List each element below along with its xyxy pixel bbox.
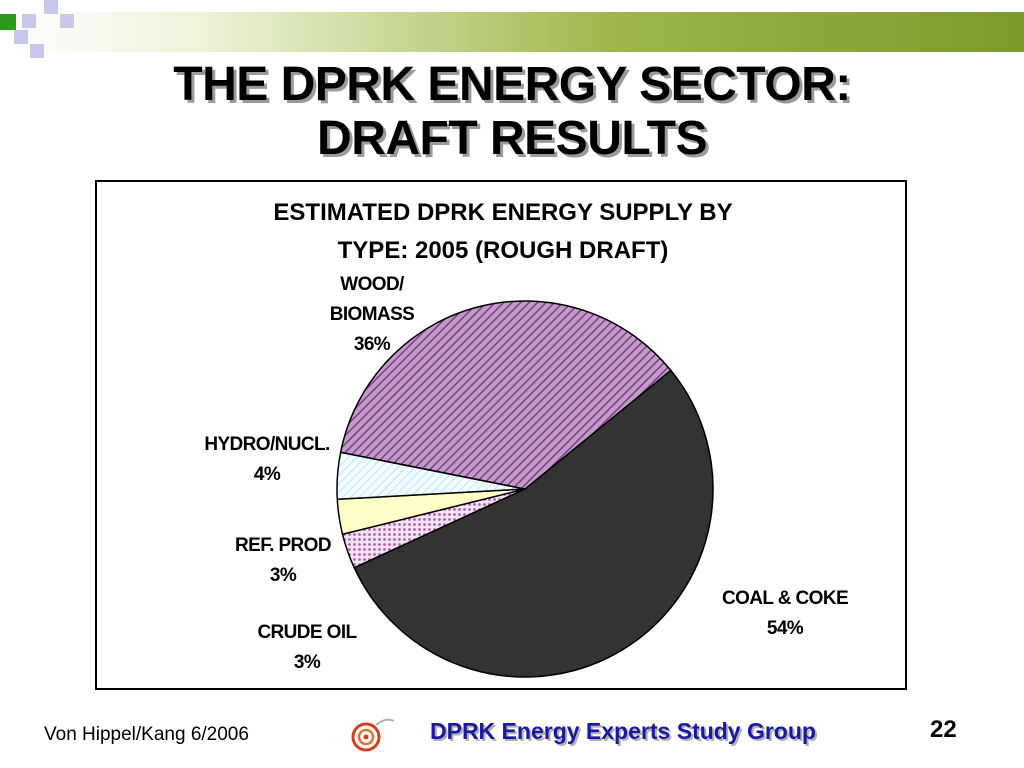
chart-title: ESTIMATED DPRK ENERGY SUPPLY BY TYPE: 20… (97, 194, 909, 270)
slide-title: THE DPRK ENERGY SECTOR: DRAFT RESULTS (0, 58, 1024, 166)
slice-label-crude-oil-line1: CRUDE OIL (257, 622, 357, 643)
chart-frame: ESTIMATED DPRK ENERGY SUPPLY BY TYPE: 20… (95, 180, 907, 690)
slice-label-wood-biomass: WOOD/ BIOMASS 36% (297, 270, 447, 360)
slice-label-ref-prod: REF. PROD 3% (213, 531, 353, 591)
slice-label-coal-coke-value: 54% (766, 618, 804, 639)
deco-square-lavender (22, 14, 36, 28)
slice-label-ref-prod-value: 3% (269, 565, 297, 586)
slide-title-line2: DRAFT RESULTS (317, 112, 707, 165)
pie-chart (336, 300, 714, 678)
slice-label-hydro-nucl: HYDRO/NUCL. 4% (187, 430, 347, 490)
slice-label-hydro-nucl-value: 4% (253, 464, 281, 485)
pie-slice-wood-biomass (339, 300, 672, 490)
pie-slice-coal-coke (353, 369, 714, 678)
deco-square-lavender (30, 44, 44, 58)
slide-title-line1: THE DPRK ENERGY SECTOR: (173, 58, 851, 111)
deco-square-lavender (14, 30, 28, 44)
slice-label-crude-oil: CRUDE OIL 3% (237, 618, 377, 678)
slice-label-coal-coke-line1: COAL & COKE (721, 588, 849, 609)
slice-label-ref-prod-line1: REF. PROD (235, 535, 332, 556)
slice-label-wood-biomass-line2: BIOMASS (329, 304, 415, 325)
chart-title-line2: TYPE: 2005 (ROUGH DRAFT) (337, 237, 669, 264)
slice-label-crude-oil-value: 3% (293, 652, 321, 673)
slice-label-hydro-nucl-line1: HYDRO/NUCL. (204, 434, 330, 455)
swirl-logo-icon (351, 718, 395, 752)
slice-label-coal-coke: COAL & COKE 54% (695, 584, 875, 644)
deco-square-lavender (44, 0, 58, 14)
header-band (0, 12, 1024, 52)
deco-square-lavender (60, 14, 74, 28)
slice-label-wood-biomass-value: 36% (353, 334, 391, 355)
footer-group-name: DPRK Energy Experts Study Group (430, 718, 816, 744)
deco-square-green (0, 14, 16, 30)
chart-title-line1: ESTIMATED DPRK ENERGY SUPPLY BY (273, 199, 733, 226)
footer-authors: Von Hippel/Kang 6/2006 (44, 724, 249, 745)
slice-label-wood-biomass-line1: WOOD/ (340, 274, 404, 295)
page-number: 22 (930, 716, 957, 743)
